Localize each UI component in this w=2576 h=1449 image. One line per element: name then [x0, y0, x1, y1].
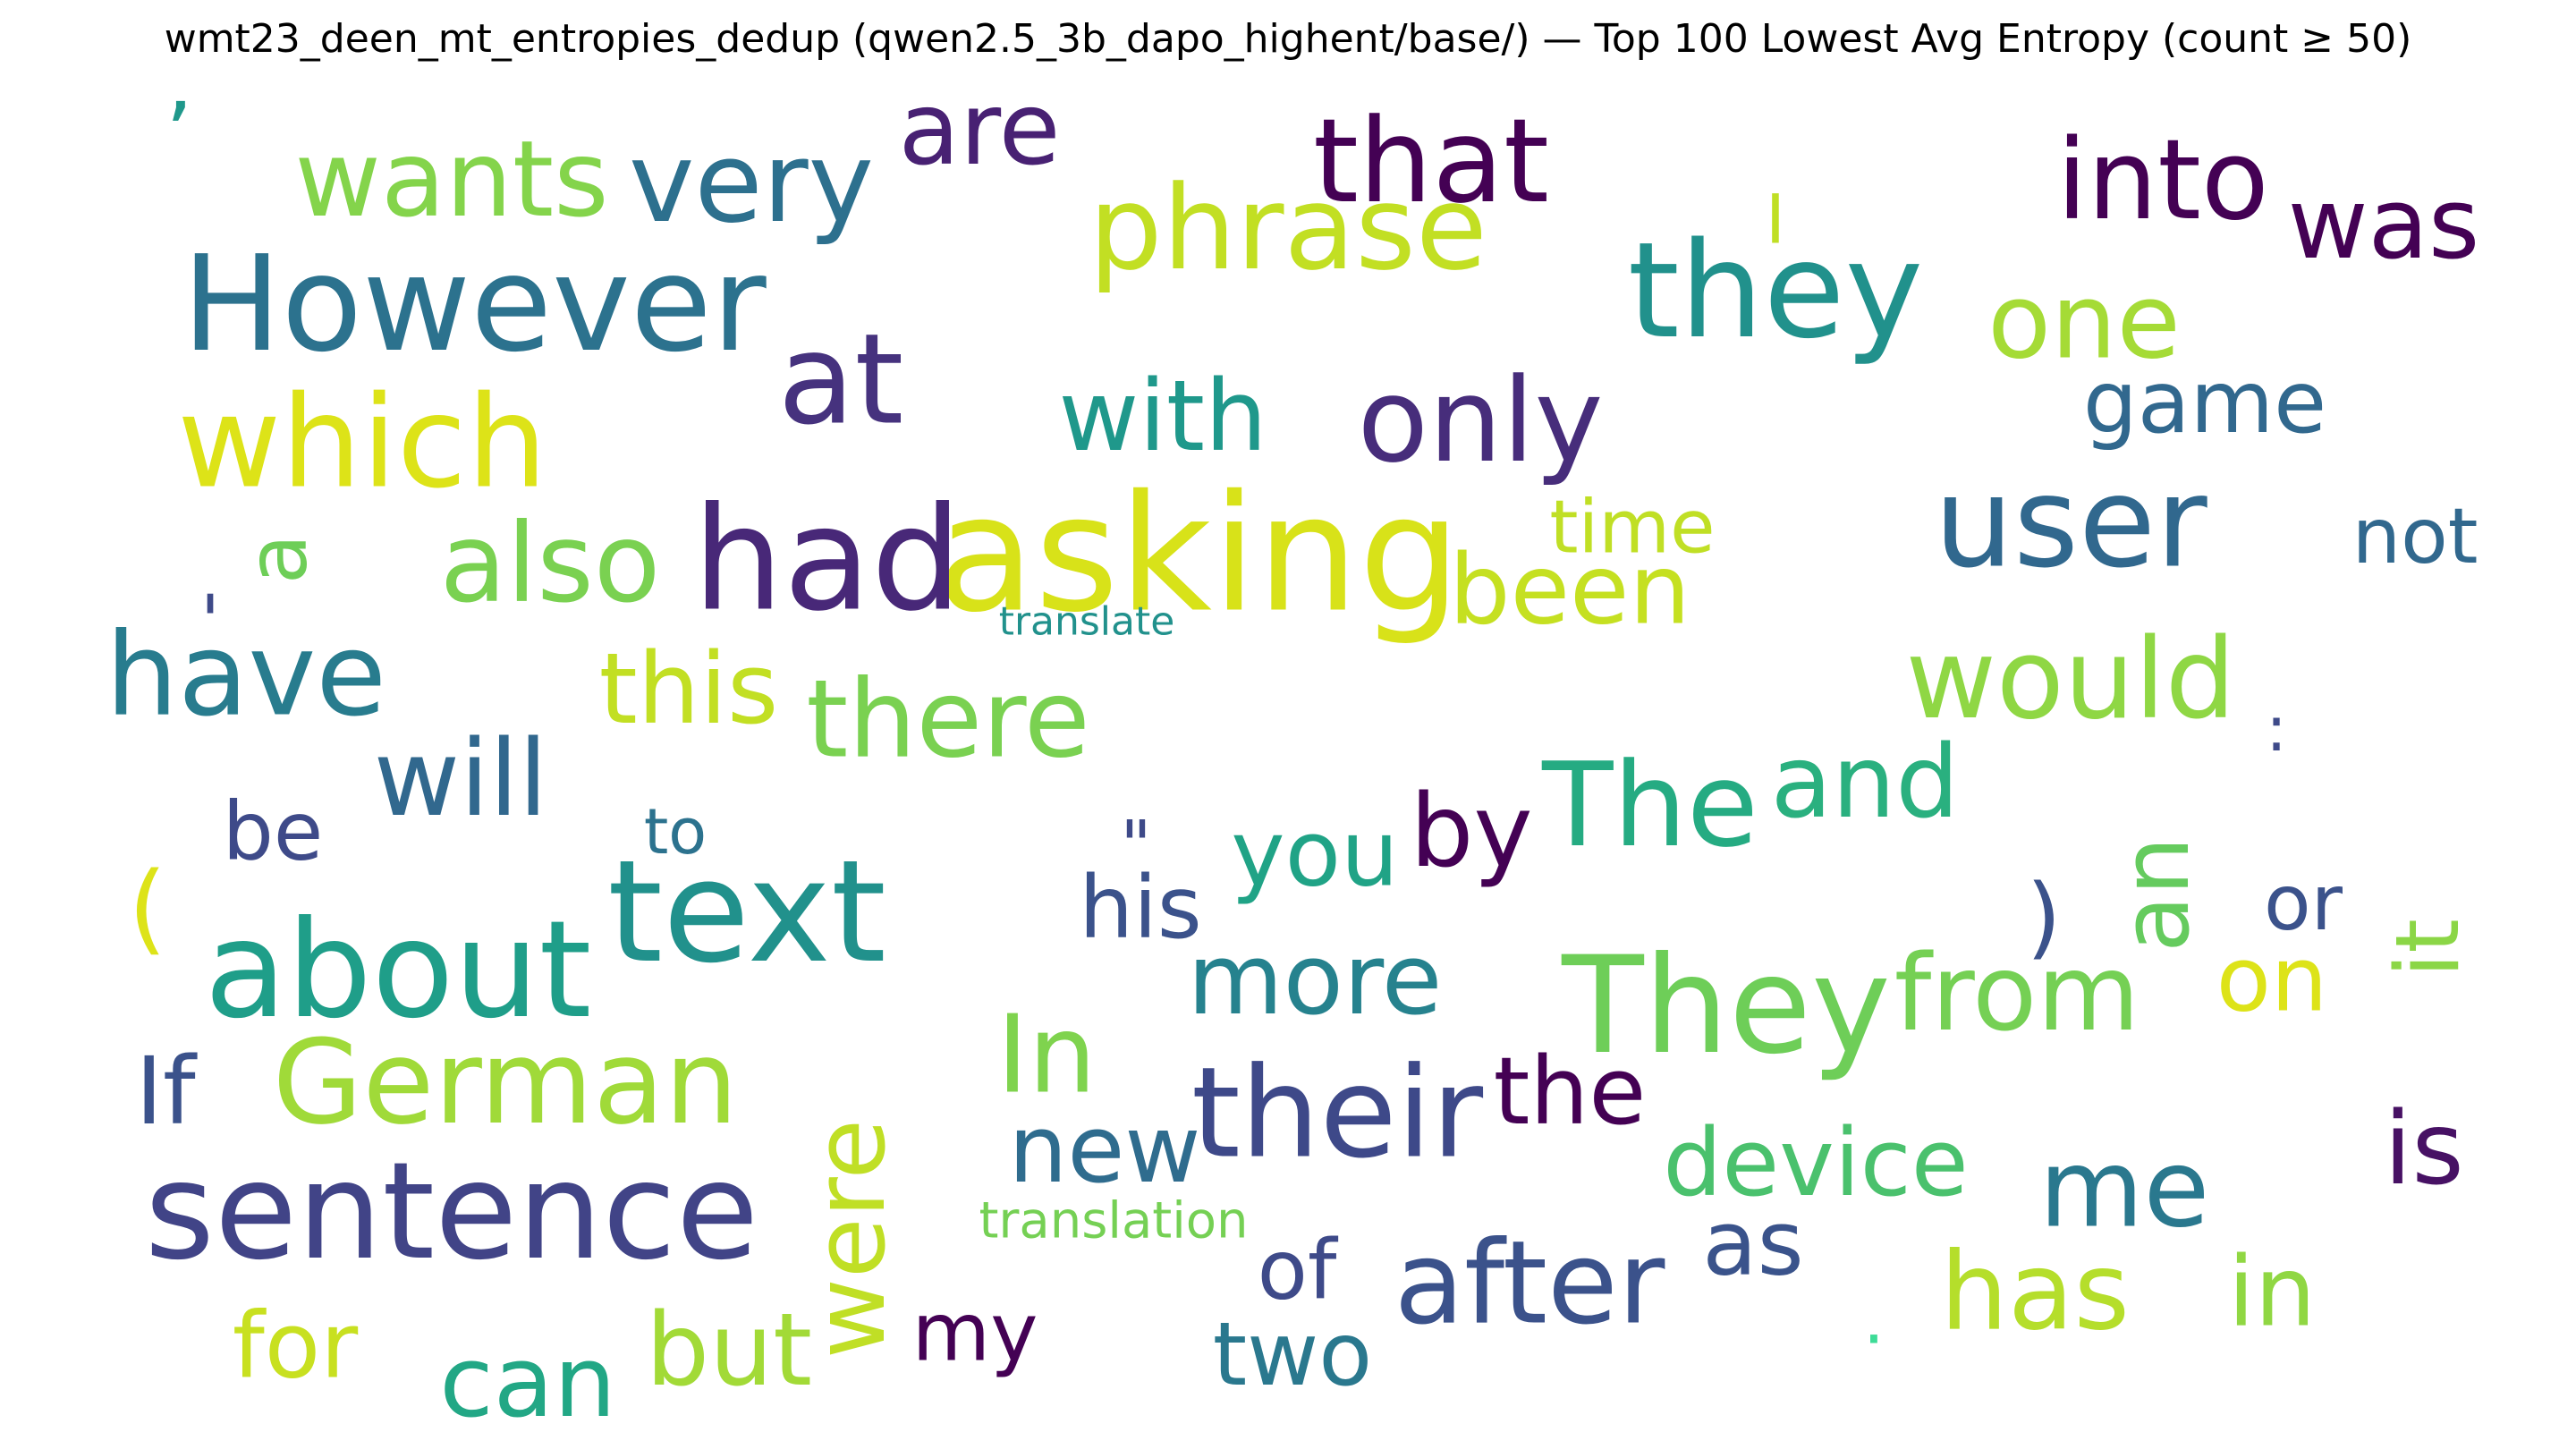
cloud-word: they [1628, 214, 1923, 368]
cloud-word: German [273, 1014, 739, 1150]
cloud-word: asking [936, 462, 1462, 648]
cloud-word: ' [200, 580, 220, 664]
cloud-word: be [223, 785, 324, 879]
cloud-word: also [440, 500, 661, 627]
cloud-word: were [792, 1119, 907, 1359]
cloud-word: to [644, 795, 707, 869]
cloud-word: or [2264, 859, 2343, 948]
cloud-word: after [1394, 1217, 1665, 1351]
cloud-word: on [2216, 928, 2328, 1032]
cloud-word: an [2101, 836, 2210, 953]
cloud-word: in [2228, 1237, 2316, 1349]
cloud-word: is [2384, 1091, 2463, 1208]
cloud-word: not [2352, 492, 2479, 581]
cloud-word: wants [294, 117, 608, 241]
chart-title: wmt23_deen_mt_entropies_dedup (qwen2.5_3… [164, 16, 2412, 62]
cloud-word: but [646, 1292, 812, 1409]
cloud-word: into [2056, 116, 2269, 245]
cloud-word: of [1258, 1223, 1339, 1318]
cloud-word: for [233, 1293, 358, 1400]
cloud-word: their [1191, 1041, 1484, 1187]
cloud-word: was [2288, 166, 2480, 281]
cloud-word: it [2377, 919, 2479, 978]
cloud-word: ’ [165, 84, 193, 184]
cloud-word: this [599, 631, 779, 746]
cloud-word: my [912, 1286, 1038, 1380]
cloud-word: However [182, 227, 767, 381]
cloud-word: can [439, 1325, 616, 1439]
cloud-word: have [106, 609, 386, 742]
cloud-word: about [205, 893, 592, 1048]
cloud-word: sentence [145, 1134, 758, 1290]
cloud-word: ) [2026, 865, 2061, 970]
cloud-word: you [1231, 801, 1398, 908]
cloud-word: that [1313, 93, 1549, 229]
cloud-word: In [996, 994, 1096, 1118]
cloud-word: are [898, 72, 1060, 188]
cloud-word: translation [979, 1192, 1248, 1250]
cloud-word: a [230, 534, 326, 584]
cloud-word: been [1449, 535, 1690, 647]
cloud-word: . [1863, 1280, 1885, 1360]
cloud-word: would [1905, 615, 2235, 744]
cloud-word: by [1410, 774, 1532, 890]
cloud-word: his [1079, 858, 1202, 958]
cloud-word: and [1771, 724, 1960, 841]
cloud-word: the [1494, 1037, 1647, 1146]
cloud-word: They [1561, 928, 1891, 1084]
cloud-word: me [2039, 1128, 2210, 1252]
cloud-word: as [1702, 1191, 1803, 1296]
cloud-word: which [177, 369, 547, 517]
cloud-word: has [1940, 1231, 2130, 1355]
cloud-word: The [1541, 737, 1758, 873]
cloud-word: with [1058, 359, 1267, 473]
cloud-word: two [1213, 1304, 1373, 1406]
cloud-word: more [1188, 922, 1443, 1037]
cloud-word: there [806, 658, 1089, 783]
cloud-word: device [1663, 1108, 1969, 1217]
cloud-word: new [1009, 1095, 1201, 1204]
cloud-word: I [1766, 180, 1785, 259]
cloud-word: only [1358, 352, 1604, 488]
cloud-word: translate [999, 599, 1175, 645]
cloud-word: very [629, 119, 874, 248]
cloud-word: from [1894, 931, 2140, 1055]
cloud-word: at [778, 308, 904, 453]
cloud-word: user [1934, 451, 2207, 597]
cloud-word: one [1987, 262, 2181, 383]
cloud-word: had [692, 476, 962, 643]
cloud-word: phrase [1089, 160, 1487, 296]
cloud-word: will [374, 716, 548, 840]
cloud-word: time [1549, 486, 1715, 571]
cloud-word: : [2266, 692, 2287, 766]
cloud-word: game [2083, 352, 2326, 453]
cloud-word: " [1121, 806, 1152, 886]
cloud-word: If [135, 1037, 198, 1146]
cloud-word: ( [129, 851, 167, 965]
cloud-word: text [607, 830, 886, 995]
